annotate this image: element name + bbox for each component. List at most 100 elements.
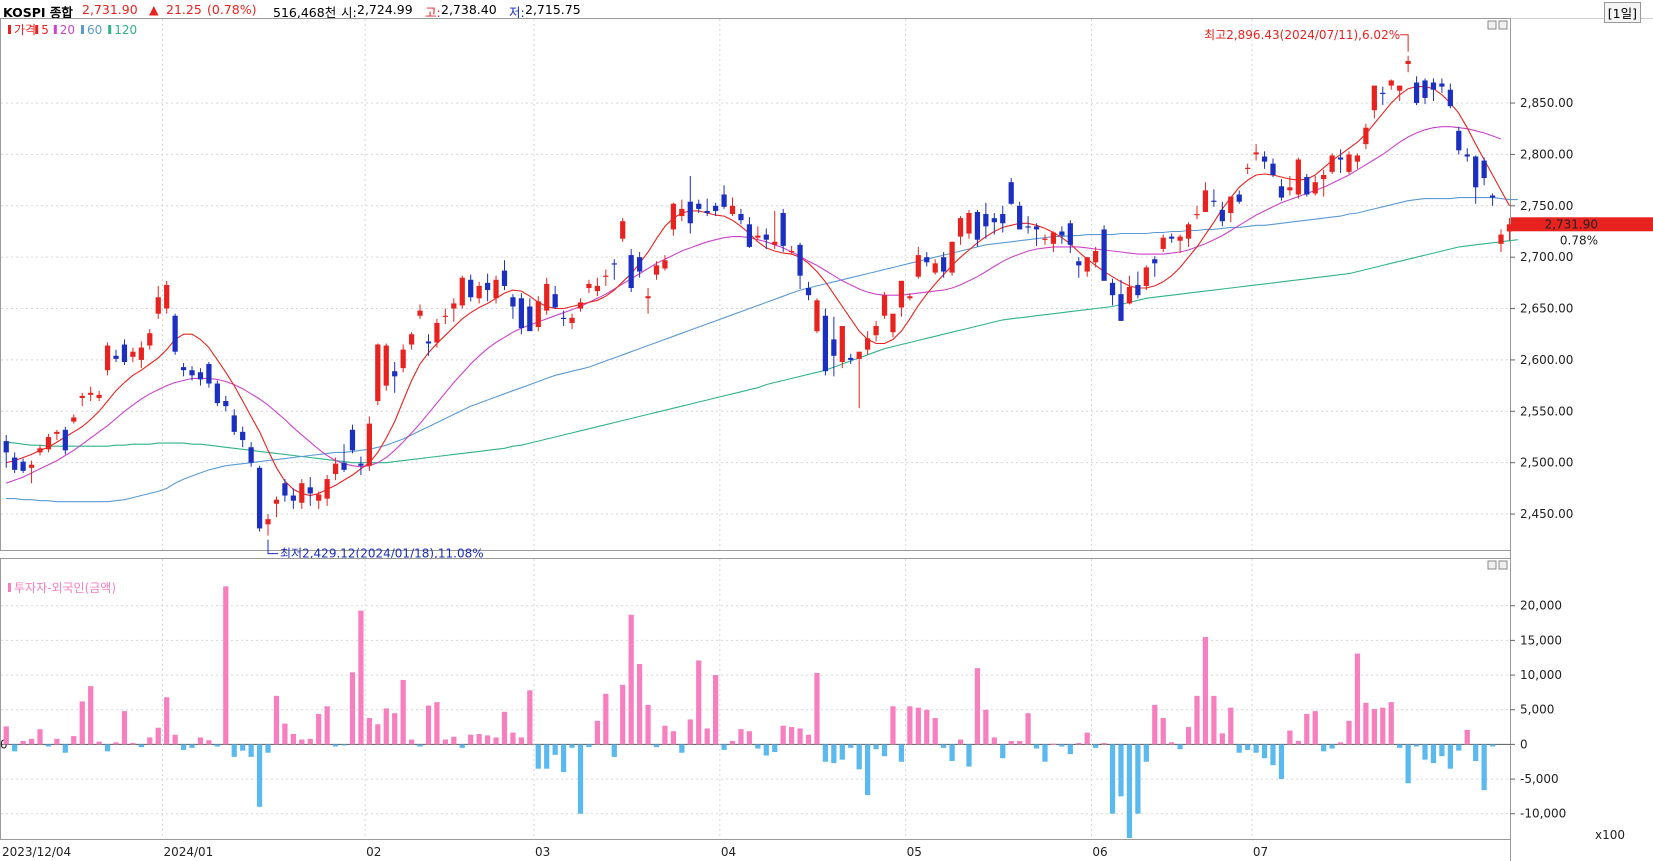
candle-body xyxy=(1430,82,1437,90)
legend-label: 120 xyxy=(114,23,137,37)
candle-body xyxy=(713,205,719,211)
foreign-net-bar xyxy=(1059,744,1065,747)
foreign-net-bar xyxy=(1033,744,1040,749)
candle xyxy=(611,259,617,280)
candle xyxy=(434,318,440,348)
foreign-net-bar xyxy=(552,744,558,755)
candle-body xyxy=(856,351,862,359)
foreign-net-bar xyxy=(375,724,381,745)
foreign-net-bar xyxy=(1152,704,1158,745)
open-label: 시: xyxy=(341,5,357,20)
candle xyxy=(1025,216,1031,234)
foreign-net-bar xyxy=(865,744,871,796)
candle-body xyxy=(662,260,668,269)
candle-body xyxy=(1025,226,1031,228)
foreign-net-bar xyxy=(332,744,339,747)
foreign-net-bar xyxy=(1456,744,1462,751)
foreign-net-bar xyxy=(1422,744,1428,760)
low-value: 2,715.75 xyxy=(525,2,581,17)
candle-body xyxy=(1017,205,1023,230)
stock-chart[interactable]: 2,850.00 2,800.00 2,750.00 2,700.00 2,650.00… xyxy=(0,18,1653,861)
candle-body xyxy=(679,208,685,217)
candle xyxy=(88,386,94,402)
candle-body xyxy=(1118,294,1124,321)
candle xyxy=(164,280,170,314)
candle-body xyxy=(636,257,643,272)
price-change-pct: (0.78%) xyxy=(207,2,257,17)
candle xyxy=(392,361,398,393)
candle xyxy=(214,380,220,407)
quote-header: KOSPI 종합 2,731.90 ▲ 21.25 (0.78%) 516,46… xyxy=(0,0,1653,23)
candle-body xyxy=(1287,187,1293,191)
candle-body xyxy=(991,218,997,223)
candle-body xyxy=(738,214,744,221)
candle xyxy=(569,313,575,330)
index-name[interactable]: KOSPI 종합 xyxy=(3,5,73,20)
candle-body xyxy=(603,275,609,277)
candle xyxy=(797,242,803,290)
candle xyxy=(1371,85,1377,119)
candle-body xyxy=(1245,167,1251,169)
period-selector[interactable]: [1일] xyxy=(1603,2,1641,23)
foreign-net-bar xyxy=(341,744,347,746)
foreign-net-bar xyxy=(1025,713,1031,745)
foreign-net-bar xyxy=(645,704,651,745)
candle-body xyxy=(1000,214,1006,224)
candle xyxy=(3,434,9,468)
candle-body xyxy=(392,371,398,377)
volume-close-icon xyxy=(1498,560,1508,570)
candle-body xyxy=(966,212,972,234)
candle-body xyxy=(822,315,829,372)
foreign-net-bar xyxy=(696,660,702,745)
foreign-net-bar xyxy=(560,744,567,773)
foreign-net-bar xyxy=(805,734,812,745)
foreign-net-bar xyxy=(12,744,18,752)
price-tick-label: 2,850.00 xyxy=(1520,96,1573,110)
foreign-net-bar xyxy=(164,697,170,745)
candle xyxy=(54,429,60,441)
candle xyxy=(1152,256,1158,277)
candle-body xyxy=(1498,234,1504,244)
candle-body xyxy=(3,441,9,453)
foreign-net-bar xyxy=(1397,744,1403,748)
x-tick-label: 2023/12/04 xyxy=(2,845,71,859)
candle-body xyxy=(696,203,702,209)
candle xyxy=(1405,55,1411,73)
candle xyxy=(358,456,364,475)
candle xyxy=(290,488,296,509)
candle xyxy=(121,339,128,366)
candle xyxy=(924,252,930,267)
foreign-net-bar xyxy=(20,740,26,745)
foreign-net-bar xyxy=(620,684,626,745)
foreign-net-bar xyxy=(679,744,685,753)
candle xyxy=(789,245,795,255)
candle-body xyxy=(552,294,558,308)
candle xyxy=(451,298,457,322)
candle-body xyxy=(1177,236,1183,241)
foreign-net-bar xyxy=(45,744,52,747)
foreign-net-bar xyxy=(1312,711,1318,745)
candle xyxy=(1489,193,1496,206)
candle-body xyxy=(1329,155,1335,172)
foreign-net-bar xyxy=(1481,744,1487,791)
foreign-net-bar xyxy=(138,744,144,748)
candle xyxy=(307,477,313,506)
candle xyxy=(594,277,601,297)
candle xyxy=(518,293,524,335)
candle-body xyxy=(1321,174,1327,180)
candle-body xyxy=(1363,127,1369,145)
volume-tick-label: -10,000 xyxy=(1520,807,1566,821)
candle xyxy=(586,279,592,294)
candle xyxy=(510,294,516,319)
candle xyxy=(822,308,829,376)
foreign-net-bar xyxy=(636,663,643,745)
foreign-net-bar xyxy=(425,705,432,745)
candle-body xyxy=(1473,156,1479,188)
foreign-net-bar xyxy=(1202,636,1209,745)
candle-body xyxy=(273,499,280,504)
foreign-net-bar xyxy=(1405,744,1411,784)
price-tick-label: 2,650.00 xyxy=(1520,302,1573,316)
candle xyxy=(349,424,356,454)
price-tick-label: 2,750.00 xyxy=(1520,199,1573,213)
foreign-net-bar xyxy=(1253,744,1259,753)
